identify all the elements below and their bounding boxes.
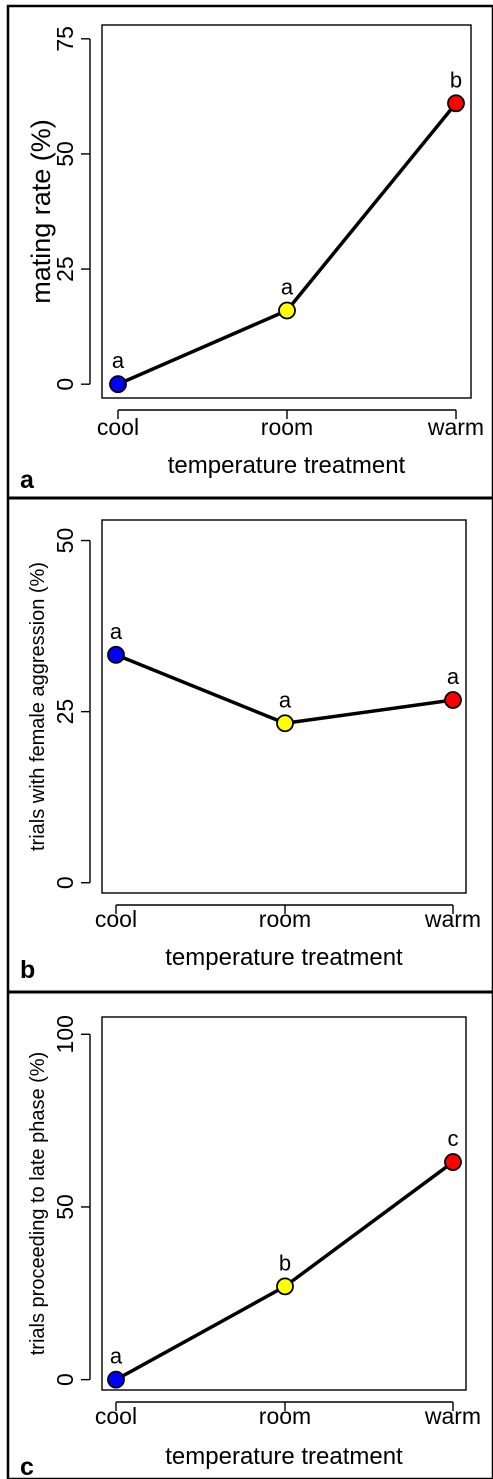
figure-frame [6, 4, 493, 1479]
x-tick-label: cool [95, 1403, 137, 1429]
y-tick-label: 100 [52, 1015, 78, 1053]
y-tick-label: 0 [52, 378, 78, 391]
point-label: a [279, 687, 292, 712]
point-label: a [281, 275, 294, 300]
point-label: b [450, 67, 462, 92]
y-tick-label: 0 [52, 1373, 78, 1386]
y-tick-label: 50 [52, 1194, 78, 1220]
y-tick-label: 25 [52, 256, 78, 282]
point-label: a [110, 1344, 123, 1369]
y-axis-title: trials with female aggression (%) [27, 562, 49, 851]
data-point [278, 301, 296, 320]
point-label: a [112, 348, 125, 373]
y-tick-label: 50 [52, 141, 78, 167]
panel-b: 0 25 50 cool room warm temperature treatment tr… [20, 519, 481, 984]
data-point [444, 691, 462, 709]
data-point [276, 714, 294, 733]
plot-area [101, 1016, 467, 1391]
x-tick-label: warm [424, 1403, 481, 1429]
point-label: c [448, 1126, 459, 1151]
data-point [447, 94, 465, 113]
y-axis-title: mating rate (%) [26, 119, 56, 304]
panel-letter: b [20, 956, 35, 984]
point-label: a [110, 619, 123, 644]
x-tick-label: warm [424, 906, 481, 932]
data-point [276, 1277, 294, 1296]
panel-c: 0 50 100 cool room warm temperature treatment t… [20, 1015, 481, 1479]
panel-letter: a [20, 466, 35, 494]
y-axis-title: trials proceeding to late phase (%) [27, 1052, 49, 1356]
point-label: b [279, 1250, 291, 1275]
plot-area [101, 24, 472, 399]
x-axis-title: temperature treatment [168, 452, 406, 479]
x-tick-label: cool [95, 906, 137, 932]
series-line [117, 102, 458, 386]
x-tick-label: room [259, 906, 311, 932]
panel-a: 0 25 50 75 cool room warm temperature treatment… [20, 24, 484, 494]
data-point [444, 1153, 462, 1171]
point-label: a [447, 664, 460, 689]
y-tick-label: 75 [52, 26, 78, 52]
y-tick-label: 25 [52, 699, 78, 725]
x-tick-label: warm [427, 414, 484, 440]
x-tick-label: room [259, 1403, 311, 1429]
data-point [107, 645, 125, 664]
data-point [109, 375, 127, 394]
plot-area [101, 519, 467, 894]
x-axis-title: temperature treatment [165, 1443, 403, 1470]
y-tick-label: 50 [52, 528, 78, 554]
panel-letter: c [20, 1453, 34, 1479]
data-point [107, 1370, 125, 1389]
x-tick-label: room [261, 414, 313, 440]
x-tick-label: cool [97, 414, 139, 440]
y-tick-label: 0 [52, 876, 78, 889]
x-axis-title: temperature treatment [165, 944, 403, 971]
